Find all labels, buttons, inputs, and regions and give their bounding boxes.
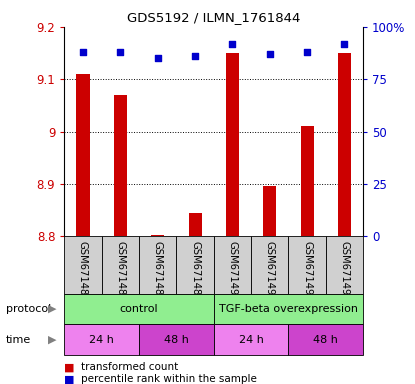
Text: GSM671495: GSM671495 <box>265 241 275 301</box>
Text: GSM671488: GSM671488 <box>153 241 163 301</box>
Bar <box>251 236 288 294</box>
Bar <box>214 294 363 324</box>
Text: ▶: ▶ <box>48 304 56 314</box>
Bar <box>64 236 102 294</box>
Bar <box>176 236 214 294</box>
Point <box>154 55 161 61</box>
Bar <box>300 126 314 236</box>
Text: transformed count: transformed count <box>81 362 178 372</box>
Text: protocol: protocol <box>6 304 51 314</box>
Point <box>341 41 348 47</box>
Bar <box>263 187 276 236</box>
Bar <box>76 74 90 236</box>
Text: 24 h: 24 h <box>89 335 114 345</box>
Bar <box>188 213 202 236</box>
Text: 48 h: 48 h <box>164 335 189 345</box>
Bar <box>288 236 326 294</box>
Point <box>266 51 273 57</box>
Point <box>80 49 86 55</box>
Text: ■: ■ <box>64 374 75 384</box>
Text: GSM671486: GSM671486 <box>78 241 88 301</box>
Text: GSM671487: GSM671487 <box>115 241 125 301</box>
Bar <box>114 95 127 236</box>
Text: GSM671496: GSM671496 <box>302 241 312 301</box>
Text: GSM671489: GSM671489 <box>190 241 200 301</box>
Bar <box>64 324 139 355</box>
Bar <box>214 324 288 355</box>
Text: GSM671497: GSM671497 <box>339 241 349 301</box>
Point <box>304 49 310 55</box>
Text: ▶: ▶ <box>48 335 56 345</box>
Text: GSM671494: GSM671494 <box>227 241 237 301</box>
Bar <box>338 53 351 236</box>
Title: GDS5192 / ILMN_1761844: GDS5192 / ILMN_1761844 <box>127 11 300 24</box>
Bar <box>64 294 214 324</box>
Bar <box>288 324 363 355</box>
Text: control: control <box>120 304 159 314</box>
Bar <box>326 236 363 294</box>
Bar <box>151 235 164 236</box>
Text: TGF-beta overexpression: TGF-beta overexpression <box>219 304 358 314</box>
Text: ■: ■ <box>64 362 75 372</box>
Text: percentile rank within the sample: percentile rank within the sample <box>81 374 257 384</box>
Text: time: time <box>6 335 32 345</box>
Point <box>192 53 198 59</box>
Bar <box>102 236 139 294</box>
Point <box>229 41 236 47</box>
Bar <box>139 236 176 294</box>
Bar <box>139 324 214 355</box>
Bar <box>226 53 239 236</box>
Text: 24 h: 24 h <box>239 335 264 345</box>
Point <box>117 49 124 55</box>
Text: 48 h: 48 h <box>313 335 338 345</box>
Bar <box>214 236 251 294</box>
